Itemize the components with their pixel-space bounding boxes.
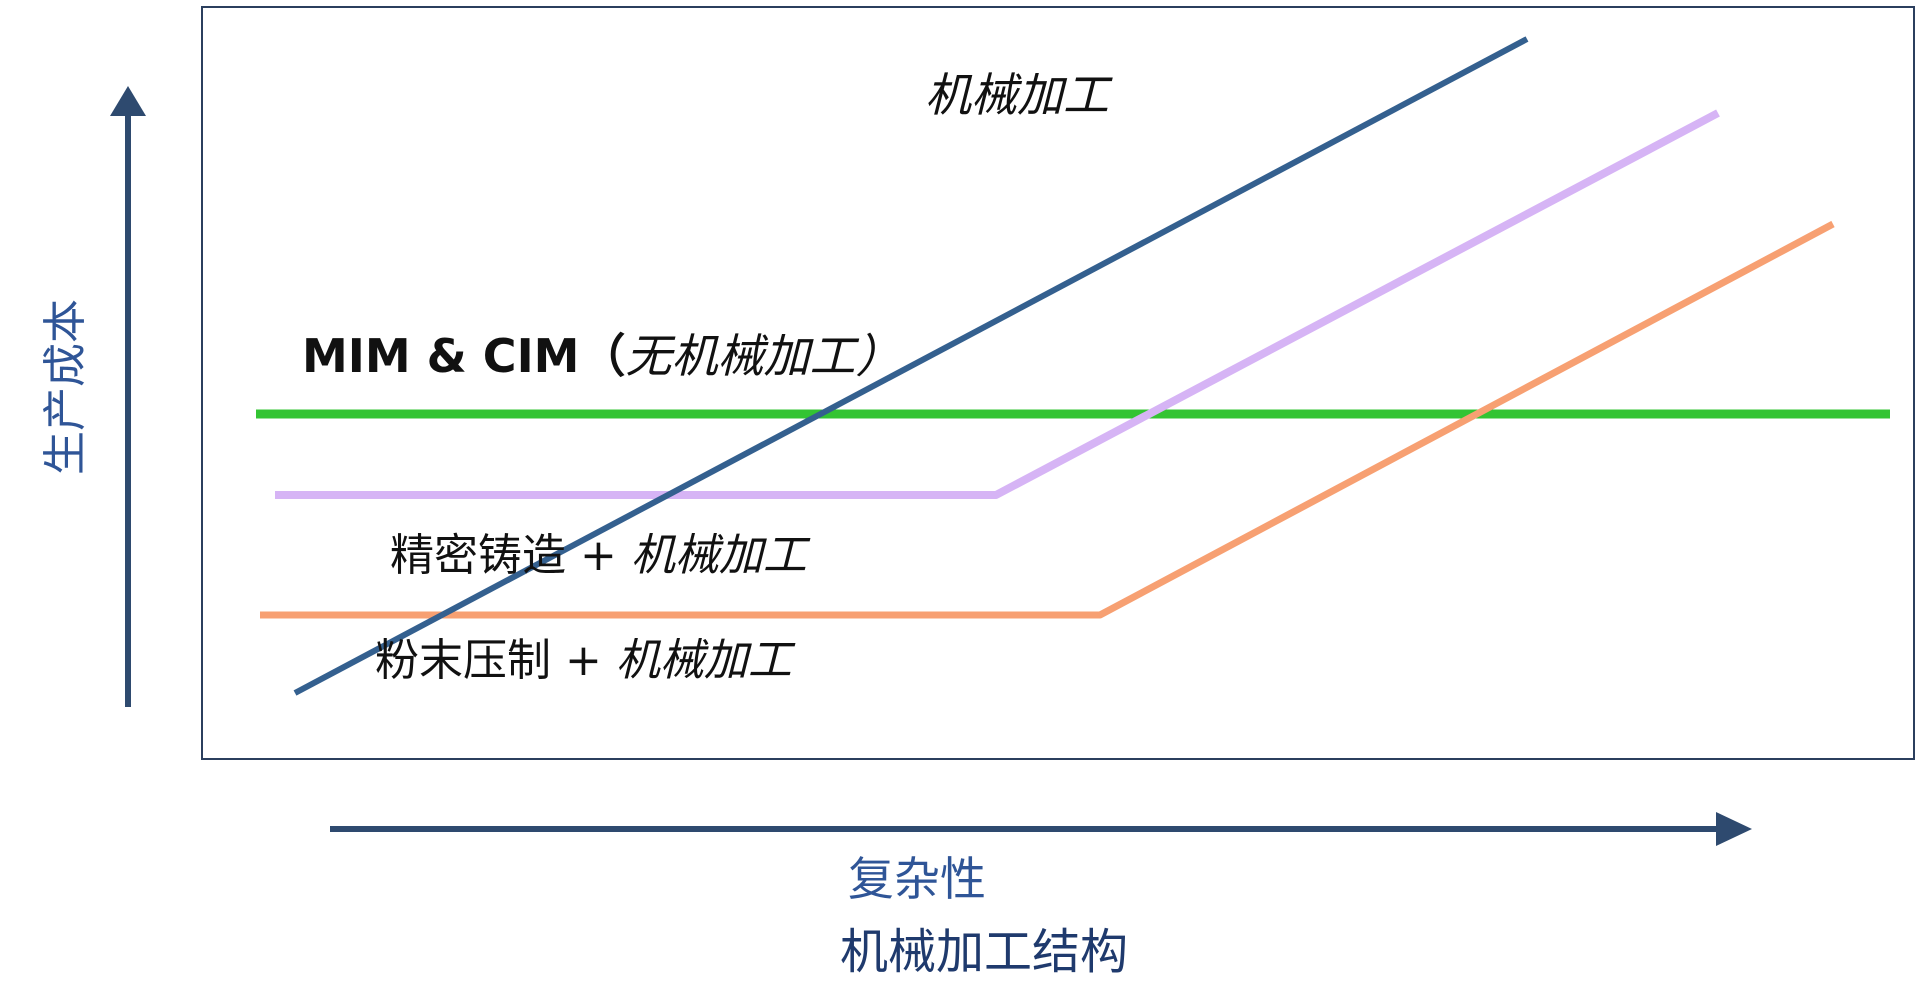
plot-frame (201, 6, 1915, 760)
precision-casting-label-prefix: 精密铸造 + (390, 530, 631, 581)
diagram-subtitle: 机械加工结构 (840, 924, 1128, 980)
mim-cim-label-suffix: 无机械加工） (625, 329, 901, 383)
powder-pressing-label-suffix: 机械加工 (616, 635, 796, 686)
powder-pressing-label: 粉末压制 + 机械加工 (375, 635, 796, 686)
x-axis-arrowhead (1716, 812, 1752, 846)
machining-line (293, 36, 1529, 696)
precision-casting-label-suffix: 机械加工 (631, 530, 811, 581)
powder-pressing-line (260, 220, 1835, 619)
mim-cim-label: MIM & CIM（无机械加工） (302, 329, 901, 383)
mim-cim-label-prefix: MIM & CIM（ (302, 329, 625, 383)
y-axis-label: 生产成本 (40, 299, 91, 475)
machining-label: 机械加工 (925, 68, 1113, 122)
y-axis-arrowhead (110, 86, 146, 116)
x-axis-label: 复杂性 (848, 852, 986, 906)
precision-casting-line (275, 109, 1720, 499)
powder-pressing-label-prefix: 粉末压制 + (375, 635, 616, 686)
precision-casting-label: 精密铸造 + 机械加工 (390, 530, 811, 581)
